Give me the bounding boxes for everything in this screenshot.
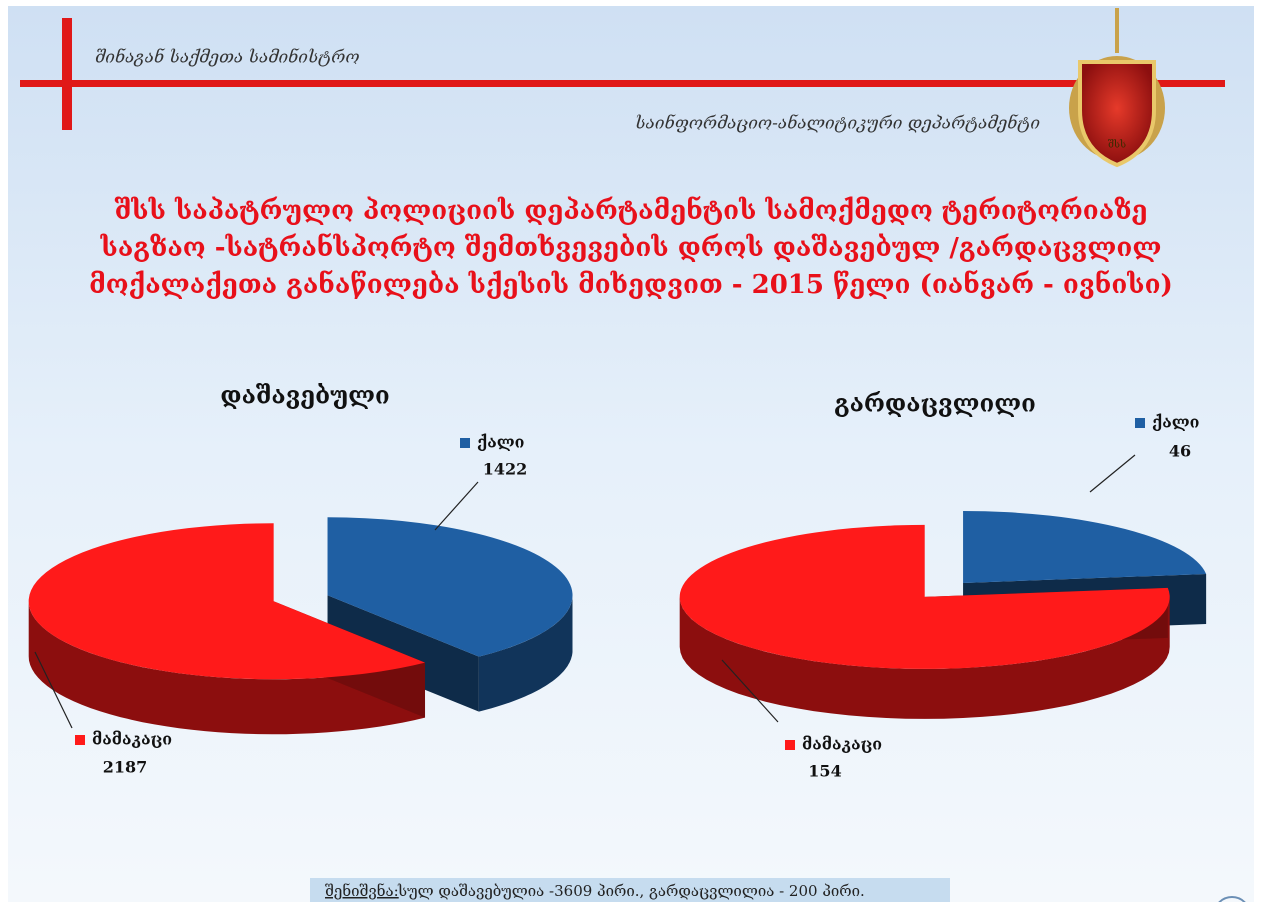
- pie-slice-edge: [327, 595, 479, 712]
- pie-slice: [327, 517, 573, 657]
- pie-slice-side: [679, 596, 1170, 719]
- pie: [679, 510, 1207, 719]
- header-line: [20, 80, 1225, 87]
- pie-slice-side: [28, 601, 425, 735]
- ministry: შინაგან საქმეთა სამინისტრო: [95, 48, 360, 68]
- legend-swatch: [785, 740, 795, 750]
- department: საინფორმაციო-ანალიტიკური დეპარტამენტი: [635, 114, 1040, 134]
- pie: [28, 517, 573, 735]
- legend-swatch: [75, 735, 85, 745]
- pie-slice: [679, 524, 1170, 669]
- pie-slice-side: [478, 595, 573, 712]
- leader-line: [721, 659, 779, 723]
- title-line: შსს საპატრულო პოლიციის დეპარტამენტის სამ…: [114, 195, 1147, 226]
- category-label: მამაკაცი: [802, 735, 882, 754]
- title-line: საგზაო -სატრანსპორტო შემთხვევების დროს დ…: [100, 232, 1162, 263]
- pie-slice: [963, 510, 1207, 583]
- chart-title: დაშავებული: [220, 381, 389, 410]
- value-label: 1422: [483, 460, 528, 479]
- note-text: სულ დაშავებულია -3609 პირი., გარდაცვლილი…: [397, 882, 865, 900]
- pie-slice: [28, 523, 426, 680]
- logo: შსს: [1069, 8, 1165, 168]
- value-label: 154: [808, 762, 841, 781]
- category-label: ქალი: [477, 433, 524, 452]
- leader-line: [434, 481, 479, 531]
- category-label: მამაკაცი: [92, 730, 172, 749]
- note-label: შენიშვნა:: [325, 882, 399, 900]
- nav-button[interactable]: [1214, 896, 1250, 902]
- note-box: [310, 878, 950, 902]
- chart-title: გარდაცვლილი: [834, 389, 1036, 418]
- header-bar: [62, 18, 72, 130]
- logo-text: შსს: [1108, 140, 1126, 151]
- category-label: ქალი: [1152, 413, 1199, 432]
- legend-swatch: [1135, 418, 1145, 428]
- title: შსს საპატრულო პოლიციის დეპარტამენტის სამ…: [89, 195, 1173, 300]
- value-label: 2187: [103, 758, 148, 777]
- legend-swatch: [460, 438, 470, 448]
- title-line: მოქალაქეთა განაწილება სქესის მიხედვით - …: [89, 269, 1173, 300]
- value-label: 46: [1169, 442, 1191, 461]
- leader-line: [1089, 454, 1136, 493]
- background: [8, 6, 1254, 902]
- leader-line: [34, 651, 73, 729]
